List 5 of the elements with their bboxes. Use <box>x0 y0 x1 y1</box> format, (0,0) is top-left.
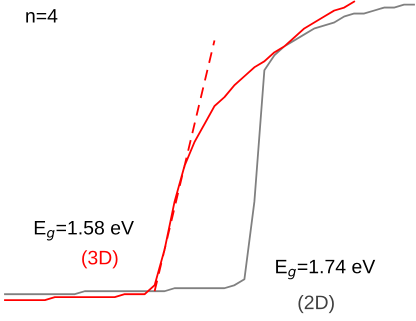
annotation: n=4 <box>26 9 58 22</box>
annotation: E$_{g}$=1.58 eV <box>34 220 134 240</box>
annotation: (2D) <box>298 295 334 314</box>
annotation: E$_{g}$=1.74 eV <box>276 260 376 280</box>
annotation: (3D) <box>82 250 118 268</box>
